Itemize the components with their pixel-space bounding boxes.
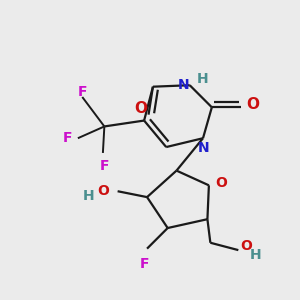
Text: O: O xyxy=(135,101,148,116)
Text: F: F xyxy=(63,131,73,145)
Text: O: O xyxy=(97,184,109,198)
Text: F: F xyxy=(140,257,149,272)
Text: O: O xyxy=(247,97,260,112)
Text: N: N xyxy=(198,141,209,154)
Text: H: H xyxy=(250,248,261,262)
Text: H: H xyxy=(197,72,209,86)
Text: F: F xyxy=(77,85,87,99)
Text: F: F xyxy=(100,159,109,173)
Text: H: H xyxy=(83,189,94,202)
Text: O: O xyxy=(215,176,227,190)
Text: O: O xyxy=(240,239,252,253)
Text: N: N xyxy=(178,78,189,92)
